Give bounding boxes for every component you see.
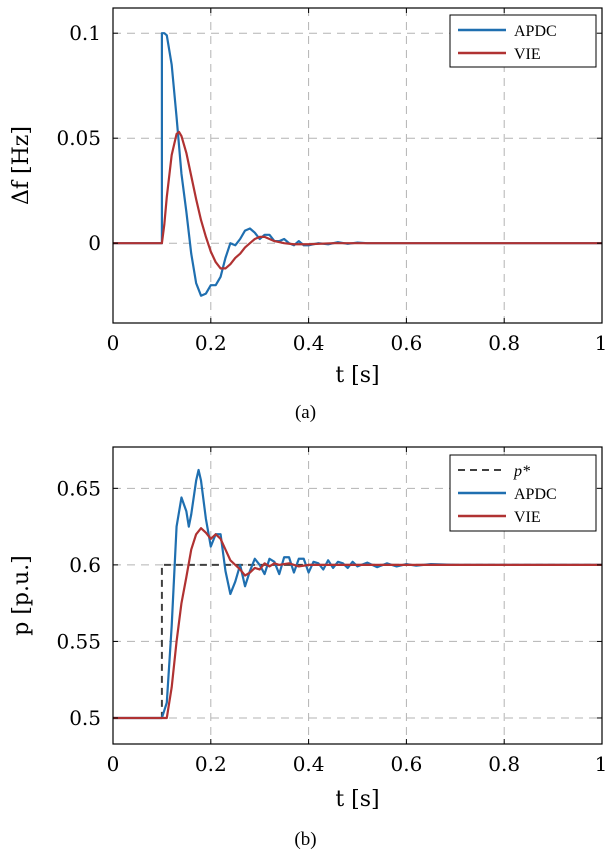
series-line-vie	[113, 527, 602, 720]
legend: APDC VIE	[449, 14, 597, 68]
x-tick-label: 0.8	[488, 331, 520, 355]
x-tick-label: 0.8	[488, 752, 520, 776]
legend-label: VIE	[514, 509, 541, 526]
legend-box	[449, 14, 597, 68]
panel-caption: (b)	[294, 829, 316, 850]
y-tick-label: 0.05	[56, 126, 101, 150]
legend-label: p*	[513, 463, 530, 480]
x-tick-label: 0.2	[195, 752, 227, 776]
panel-caption: (a)	[295, 402, 316, 423]
x-tick-label: 0.6	[390, 331, 422, 355]
series-line-apdc	[113, 32, 602, 297]
plot-frame	[112, 446, 603, 745]
y-tick-label: 0	[88, 231, 101, 255]
y-tick-label: 0.55	[56, 629, 101, 653]
y-tick-label: 0.5	[69, 706, 101, 730]
y-tick-label: 0.6	[69, 553, 101, 577]
x-tick-label: 0.2	[195, 331, 227, 355]
y-axis-label: Δf [Hz]	[9, 126, 34, 205]
plot-frame	[112, 7, 603, 324]
x-tick-label: 1	[595, 331, 608, 355]
y-axis-label: p [p.u.]	[9, 555, 34, 635]
y-tick-label: 0.1	[69, 21, 101, 45]
x-tick-label: 0.4	[293, 752, 325, 776]
chart-panel-a: 0 0.2 0.4 0.6 0.8 1 0 0.05 0.1 t [s] Δf [Hz] (a) APD…	[9, 7, 608, 423]
legend-label: VIE	[514, 46, 541, 63]
legend-label: APDC	[514, 486, 557, 503]
x-tick-label: 0	[107, 331, 120, 355]
x-tick-label: 0.4	[293, 331, 325, 355]
y-tick-label: 0.65	[56, 476, 101, 500]
x-tick-label: 1	[595, 752, 608, 776]
chart-panel-b: 0 0.2 0.4 0.6 0.8 1 0.5 0.55 0.6 0.65 t [s] p [p.u.…	[9, 446, 608, 850]
legend: p* APDC VIE	[449, 454, 597, 532]
x-tick-label: 0	[107, 752, 120, 776]
x-axis-label: t [s]	[335, 363, 379, 388]
x-tick-label: 0.6	[390, 752, 422, 776]
x-axis-label: t [s]	[335, 787, 379, 812]
series-line-vie	[113, 130, 602, 270]
legend-label: APDC	[514, 23, 557, 40]
